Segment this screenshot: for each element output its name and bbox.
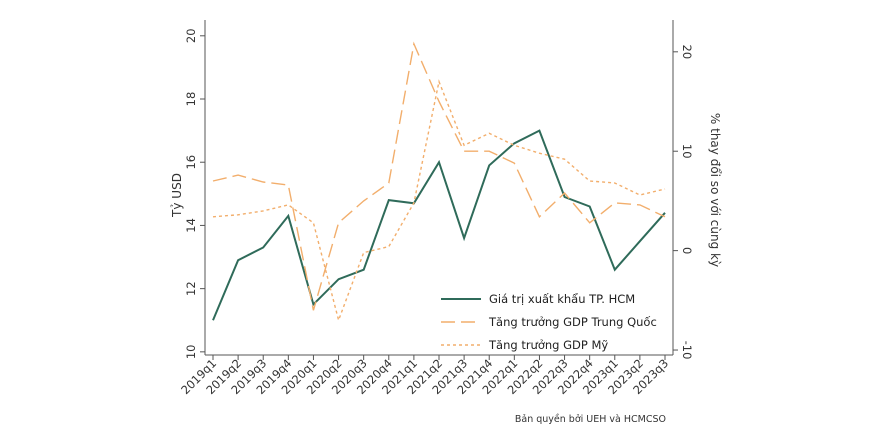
y2-axis-title: % thay đổi so với cùng kỳ <box>708 113 722 267</box>
y-tick-label: 18 <box>184 92 198 107</box>
legend-label: Giá trị xuất khẩu TP. HCM <box>489 292 635 306</box>
axes-layer: 101214161820-10010202019q12019q22019q320… <box>178 28 694 397</box>
y2-tick-label: 10 <box>680 144 694 159</box>
y-tick-label: 14 <box>184 218 198 233</box>
y2-tick-label: 20 <box>680 44 694 59</box>
legend: Giá trị xuất khẩu TP. HCM Tăng trưởng GDP… <box>441 292 657 352</box>
copyright-note: Bản quyền bởi UEH và HCMCSO <box>515 414 666 425</box>
y-tick-label: 10 <box>184 345 198 360</box>
legend-label: Tăng trưởng GDP Mỹ <box>488 338 608 352</box>
series-line-china-gdp <box>212 41 666 311</box>
series-line-us-gdp <box>212 79 666 323</box>
series-line-hcm-export <box>212 129 666 321</box>
y2-tick-label: 0 <box>680 247 694 254</box>
y-tick-label: 16 <box>184 155 198 170</box>
y-tick-label: 12 <box>184 281 198 296</box>
y2-tick-label: -10 <box>680 341 694 360</box>
series-layer <box>212 41 666 323</box>
y-axis-title: Tỷ USD <box>170 173 184 218</box>
legend-label: Tăng trưởng GDP Trung Quốc <box>488 315 657 329</box>
y-tick-label: 20 <box>184 28 198 43</box>
